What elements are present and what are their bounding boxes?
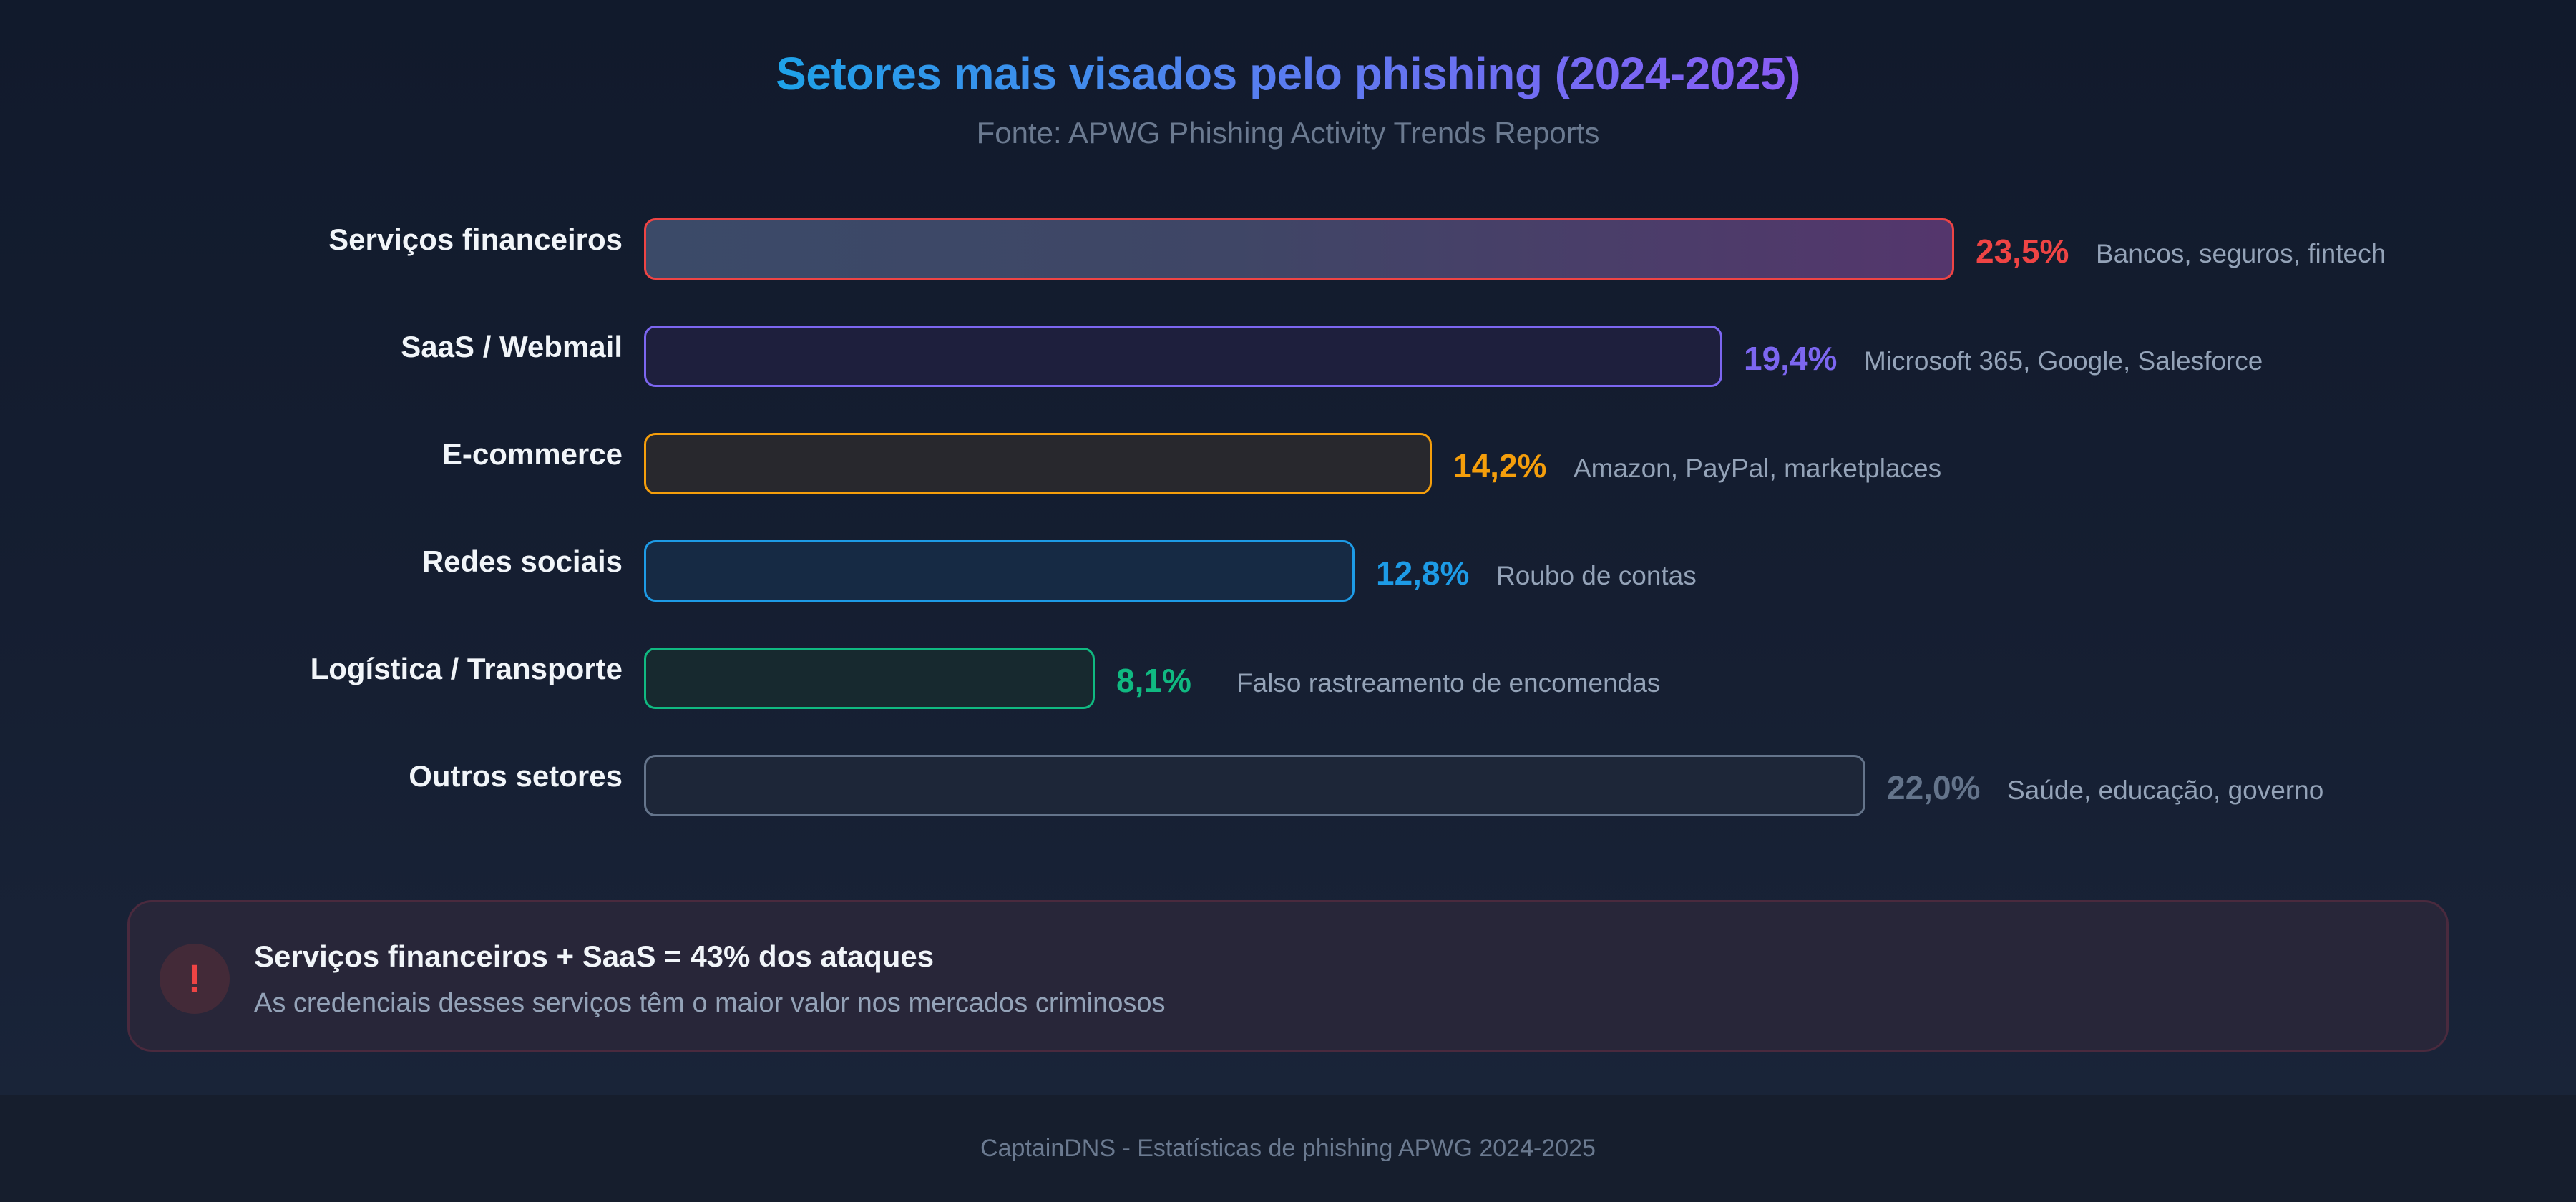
bar-row-financial: Serviços financeiros 23,5% Bancos, segur… xyxy=(0,218,2576,280)
bar xyxy=(644,218,1954,280)
bar-description: Amazon, PayPal, marketplaces xyxy=(1574,454,1942,483)
bar-label: Outros setores xyxy=(409,759,623,793)
bar-row-saas: SaaS / Webmail 19,4% Microsoft 365, Goog… xyxy=(0,326,2576,387)
bar-description: Saúde, educação, governo xyxy=(2007,776,2324,805)
bar-row-ecommerce: E-commerce 14,2% Amazon, PayPal, marketp… xyxy=(0,433,2576,494)
bar-label: E-commerce xyxy=(441,437,623,471)
bar-value: 8,1% xyxy=(1116,662,1191,699)
bar-label: Logística / Transporte xyxy=(310,652,623,685)
bar-label: Redes sociais xyxy=(421,544,623,578)
bar-value: 12,8% xyxy=(1376,554,1470,592)
chart-title: Setores mais visados pelo phishing (2024… xyxy=(776,48,1800,99)
bar xyxy=(644,326,1722,387)
bar-row-logistics: Logística / Transporte 8,1% Falso rastre… xyxy=(0,648,2576,709)
alert-icon: ! xyxy=(160,944,230,1014)
bar xyxy=(644,648,1095,709)
bar-label: SaaS / Webmail xyxy=(401,330,623,363)
insight-callout: ! Serviços financeiros + SaaS = 43% dos … xyxy=(127,900,2449,1052)
bar xyxy=(644,540,1355,602)
bar-description: Microsoft 365, Google, Salesforce xyxy=(1864,346,2263,376)
bar-value: 14,2% xyxy=(1453,447,1547,484)
bar-value: 22,0% xyxy=(1887,769,1981,806)
bar-description: Falso rastreamento de encomendas xyxy=(1236,668,1661,698)
bar-label: Serviços financeiros xyxy=(328,223,623,256)
bar-value: 19,4% xyxy=(1744,340,1838,377)
callout-title: Serviços financeiros + SaaS = 43% dos at… xyxy=(254,939,935,973)
bar-description: Roubo de contas xyxy=(1496,561,1697,590)
footer-text: CaptainDNS - Estatísticas de phishing AP… xyxy=(980,1135,1596,1162)
chart-subtitle: Fonte: APWG Phishing Activity Trends Rep… xyxy=(976,116,1600,150)
bar-row-social: Redes sociais 12,8% Roubo de contas xyxy=(0,540,2576,602)
callout-text: As credenciais desses serviços têm o mai… xyxy=(254,988,1166,1018)
footer: CaptainDNS - Estatísticas de phishing AP… xyxy=(0,1095,2576,1202)
bar xyxy=(644,433,1432,494)
bar-value: 23,5% xyxy=(1976,233,2069,270)
bar-description: Bancos, seguros, fintech xyxy=(2096,239,2386,268)
bar xyxy=(644,755,1865,816)
bar-row-other: Outros setores 22,0% Saúde, educação, go… xyxy=(0,755,2576,816)
